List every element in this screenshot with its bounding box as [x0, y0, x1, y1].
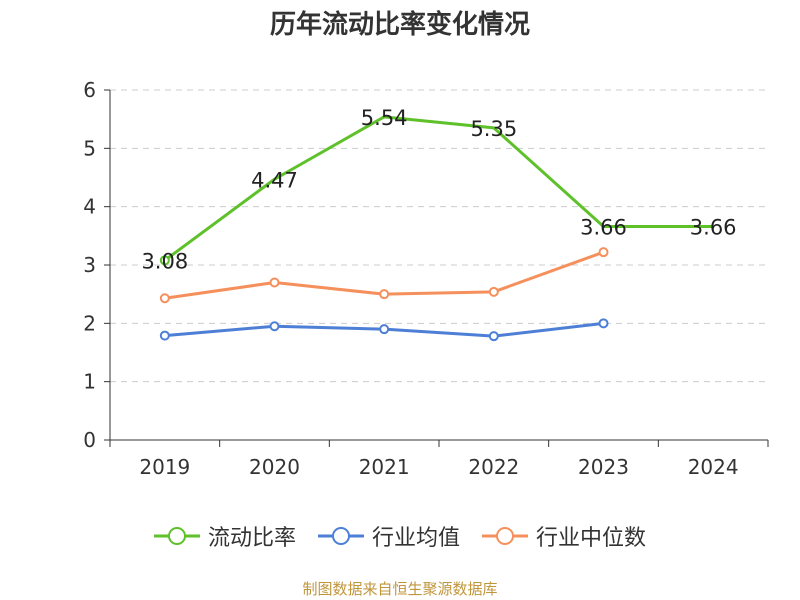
data-point	[159, 330, 170, 341]
source-note: 制图数据来自恒生聚源数据库	[302, 580, 498, 598]
data-point	[159, 293, 170, 304]
data-point	[488, 286, 499, 297]
x-tick-label: 2024	[688, 455, 739, 479]
data-point	[598, 247, 609, 258]
legend-label: 行业均值	[371, 526, 460, 551]
x-tick-label: 2023	[578, 455, 629, 479]
y-tick-label: 4	[83, 195, 96, 219]
chart-title: 历年流动比率变化情况	[269, 10, 530, 40]
x-tick-label: 2020	[249, 455, 300, 479]
legend-item[interactable]: 行业中位数	[482, 520, 646, 552]
y-tick-label: 1	[83, 370, 96, 394]
data-point	[159, 255, 170, 266]
axes: 0 1 2 3 4 5 6 2019 2020 2021 2022 2023 2024	[83, 78, 769, 479]
legend-item[interactable]: 行业均值	[317, 520, 460, 552]
data-point	[598, 318, 609, 329]
x-tick-label: 2019	[139, 455, 190, 479]
legend-label: 流动比率	[207, 526, 296, 551]
data-labels: 3.08 4.47 5.54 5.35 3.66 3.66	[141, 106, 736, 274]
gridlines	[110, 89, 768, 383]
data-label: 3.08	[141, 249, 188, 273]
data-point	[379, 324, 390, 335]
legend-item[interactable]: 流动比率	[153, 520, 296, 552]
legend-label: 行业中位数	[536, 526, 647, 551]
series	[159, 115, 714, 342]
legend-line-icon	[153, 527, 200, 545]
y-tick-label: 5	[83, 136, 96, 160]
data-label: 3.66	[580, 216, 627, 240]
data-point	[269, 321, 280, 332]
y-tick-label: 6	[83, 78, 96, 102]
data-point	[269, 277, 280, 288]
y-tick-label: 2	[83, 311, 96, 335]
y-tick-label: 0	[83, 428, 96, 452]
x-tick-label: 2022	[468, 455, 519, 479]
data-label: 5.35	[470, 117, 517, 141]
series-line-0	[163, 115, 714, 262]
legend-line-icon	[482, 527, 528, 545]
data-point	[379, 289, 390, 300]
legend-line-icon	[317, 527, 364, 545]
legend: 流动比率 行业均值 行业中位数	[0, 520, 800, 552]
data-label: 3.66	[690, 216, 737, 240]
data-label: 5.54	[361, 106, 408, 130]
x-tick-label: 2021	[359, 455, 410, 479]
data-point	[488, 331, 499, 342]
data-label: 4.47	[251, 168, 298, 192]
y-tick-label: 3	[83, 253, 96, 277]
